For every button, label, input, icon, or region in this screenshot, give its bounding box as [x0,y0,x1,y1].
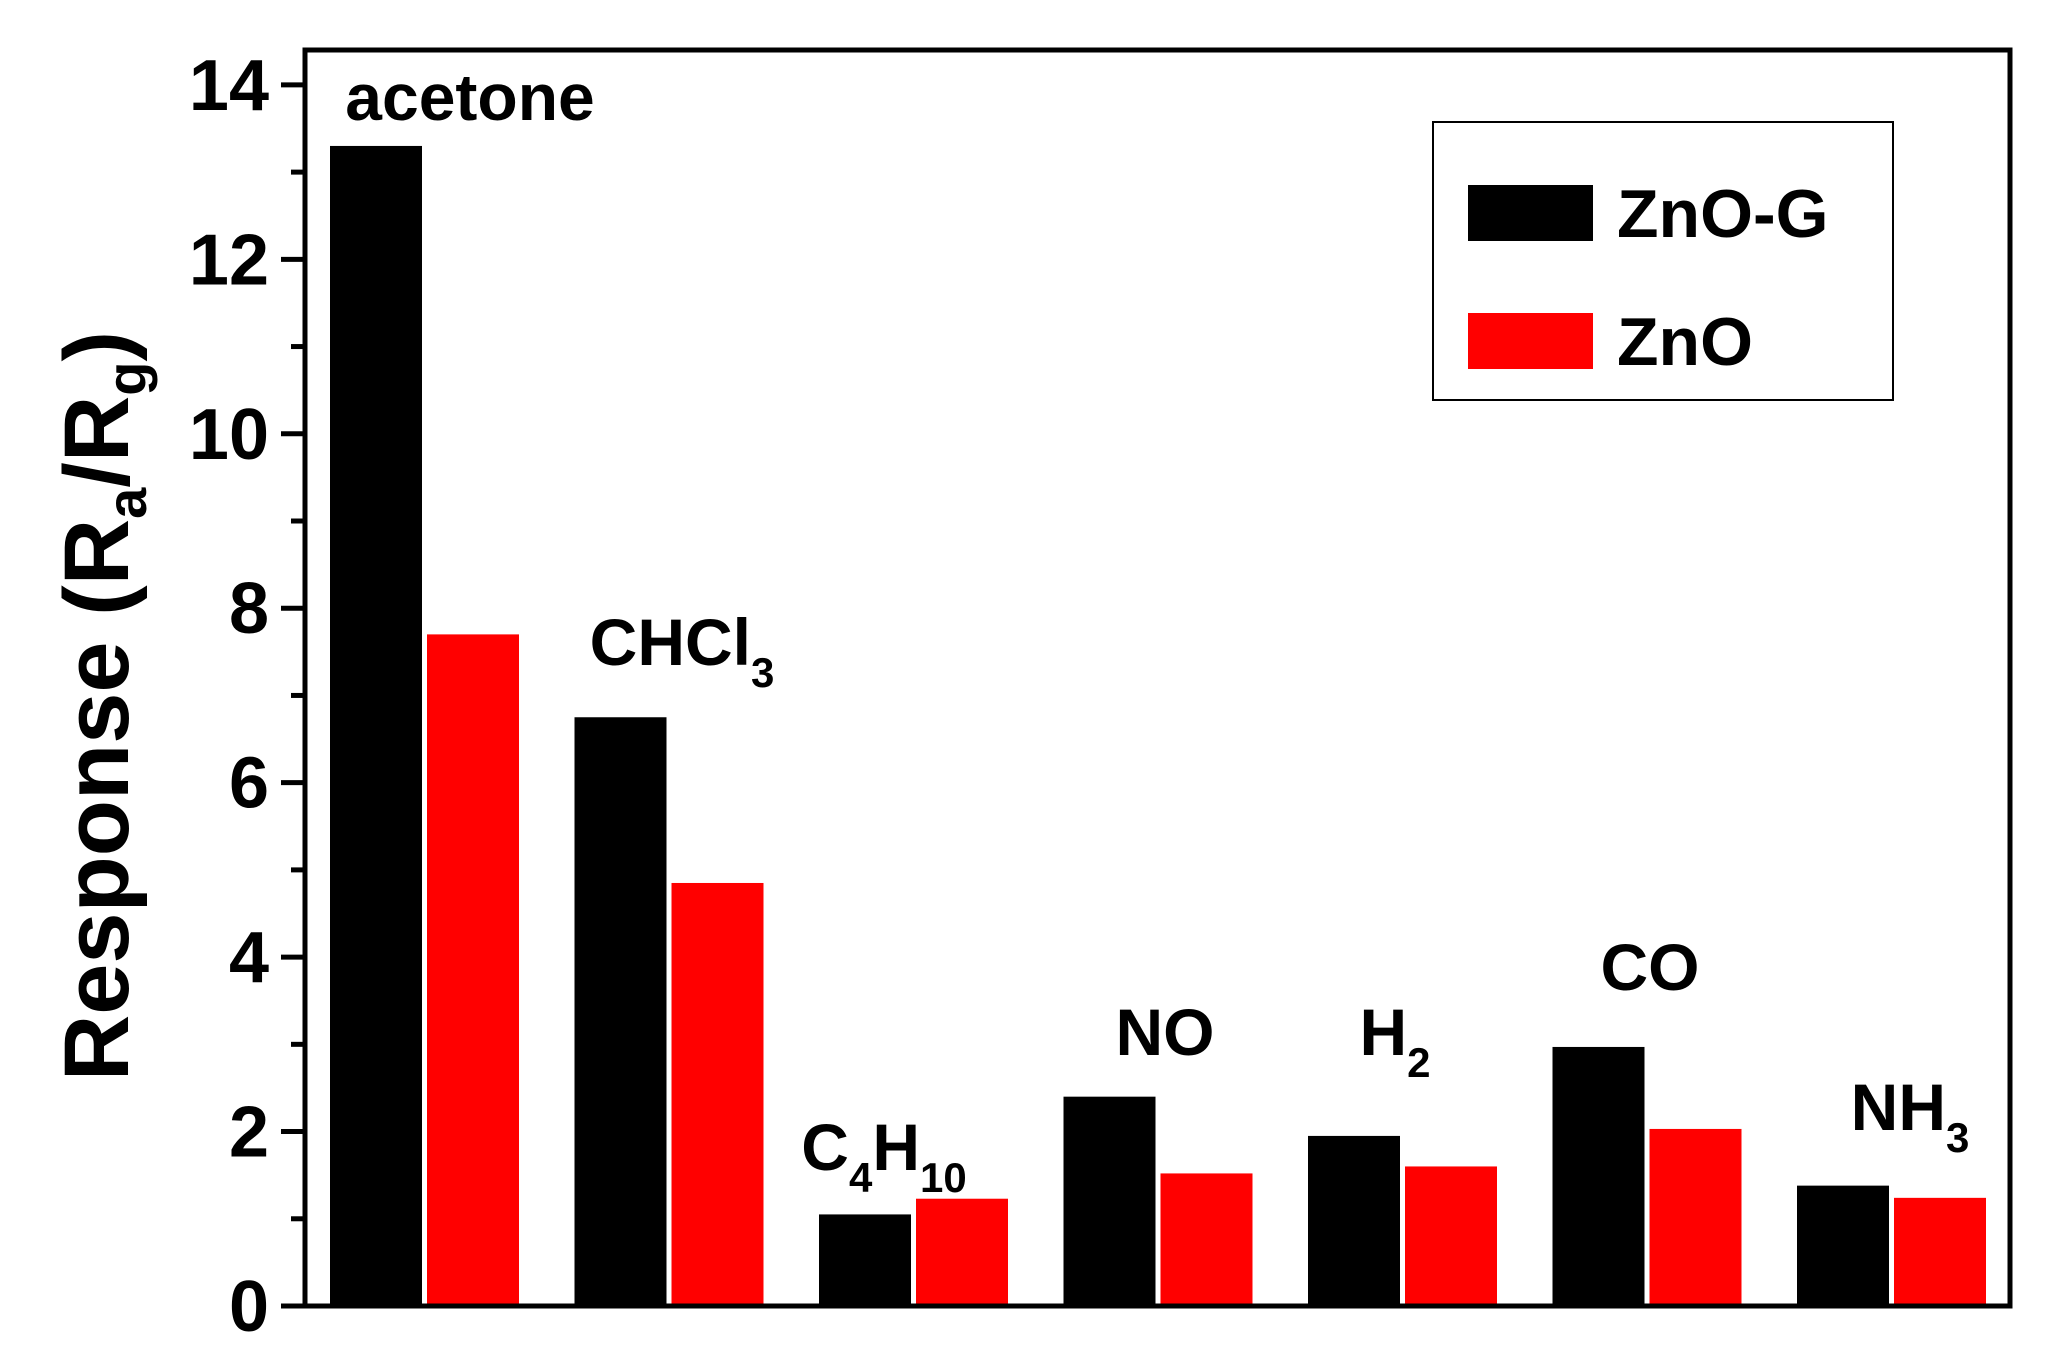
category-label: NH3​ [1851,1070,1970,1161]
y-axis-title: Response (Ra/Rg) [46,331,158,1081]
category-label: NO [1116,995,1215,1069]
bar-zno-g [1063,1096,1156,1306]
bars [330,145,1986,1306]
bar-zno-g [1552,1046,1645,1306]
bar-zno-g [1308,1135,1400,1306]
category-labels: acetone CHCl3​ C4​H10​ NO H2​ CO NH3​ [345,60,1969,1201]
legend: ZnO-G ZnO [1432,121,1894,401]
category-label: CO [1601,930,1700,1004]
y-tick-label: 2 [229,1093,269,1173]
bar-zno [1894,1197,1986,1306]
legend-label: ZnO [1617,304,1753,380]
y-tick-label: 4 [229,918,269,998]
y-axis-ticks: 0 2 4 6 8 10 12 14 [189,46,305,1347]
y-tick-label: 8 [229,569,269,649]
legend-swatch [1468,185,1593,241]
plot-frame [302,47,2013,1309]
bar-zno [671,882,764,1306]
category-label: C4​H10​ [801,1110,966,1201]
y-tick-label: 10 [189,395,269,475]
y-tick-label: 12 [189,220,269,300]
bar-zno [916,1198,1008,1306]
bar-zno [1160,1173,1253,1306]
category-label: H2​ [1359,995,1430,1086]
y-tick-label: 6 [229,744,269,824]
legend-label: ZnO-G [1617,176,1829,252]
bar-zno [1405,1166,1497,1306]
legend-swatch [1468,313,1593,369]
bar-zno-g [574,717,667,1306]
bar-zno-g [330,145,422,1306]
y-axis-label: Response (Ra/Rg) [46,331,158,1081]
bar-zno [1649,1128,1742,1306]
y-tick-label: 0 [229,1267,269,1347]
bar-zno-g [1797,1185,1889,1306]
y-tick-label: 14 [189,46,269,126]
category-label: CHCl3​ [590,605,775,696]
bar-zno-g [819,1214,911,1306]
bar-zno [427,634,519,1306]
category-label: acetone [345,60,594,134]
